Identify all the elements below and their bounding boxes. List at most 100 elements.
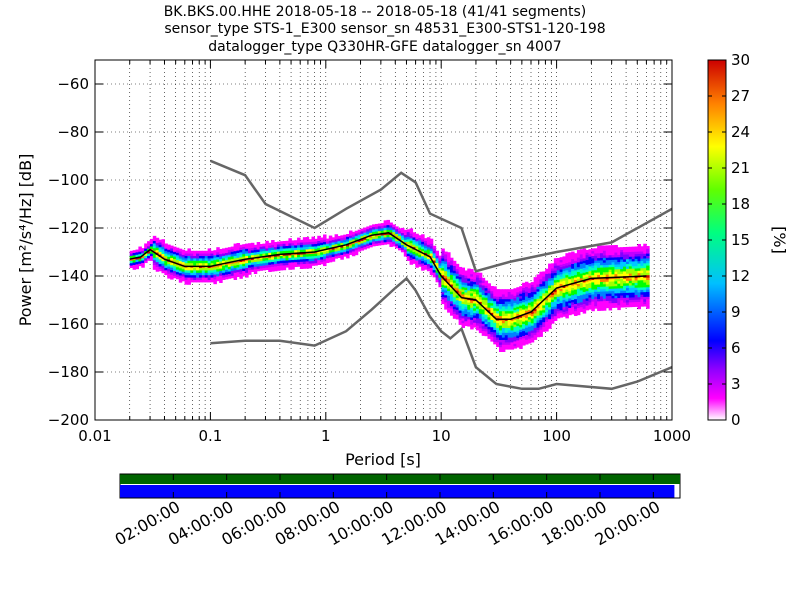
heat-cell — [320, 256, 324, 260]
heat-cell — [484, 316, 489, 320]
heat-cell — [602, 264, 607, 268]
heat-cell — [574, 296, 578, 300]
heat-cell — [623, 295, 627, 298]
heat-cell — [599, 288, 604, 292]
heat-cell — [643, 286, 647, 290]
heat-cell — [201, 253, 206, 256]
heat-cell — [276, 246, 281, 250]
heat-cell — [190, 272, 194, 276]
heat-cell — [455, 285, 460, 289]
heat-cell — [305, 244, 310, 248]
heat-cell — [542, 278, 546, 282]
heat-cell — [579, 289, 584, 293]
heat-cell — [175, 269, 180, 273]
heat-cell — [605, 266, 610, 270]
heat-cell — [452, 263, 457, 266]
heat-cell — [637, 282, 641, 286]
heat-cell — [337, 255, 341, 258]
heat-cell — [565, 305, 569, 309]
heat-cell — [475, 294, 480, 297]
colorbar-tick-label: 12 — [731, 267, 750, 285]
heat-cell — [504, 294, 509, 297]
heat-cell — [519, 326, 523, 330]
heat-cell — [213, 250, 217, 253]
heat-cell — [634, 268, 639, 271]
heat-cell — [562, 273, 566, 276]
heat-cell — [611, 261, 616, 265]
colorbar-tick-label: 18 — [731, 195, 750, 213]
timeline-bar-bottom — [120, 485, 675, 498]
heat-cell — [643, 289, 647, 293]
heat-cell — [608, 293, 613, 297]
heat-cell — [550, 277, 555, 281]
heat-cell — [239, 266, 243, 270]
heat-cell — [510, 322, 515, 326]
heat-cell — [507, 315, 512, 319]
heat-cell — [170, 250, 174, 254]
heat-cell — [455, 290, 460, 294]
heat-cell — [230, 256, 235, 259]
heat-cell — [623, 247, 627, 250]
heat-cell — [550, 282, 555, 286]
heat-cell — [380, 230, 385, 234]
heat-cell — [455, 311, 460, 315]
heat-cell — [591, 272, 595, 276]
heat-cell — [178, 277, 183, 281]
heat-cell — [447, 307, 451, 311]
heat-cell — [490, 317, 494, 321]
heat-cell — [623, 251, 627, 255]
heat-cell — [429, 265, 434, 268]
heat-cell — [507, 346, 512, 350]
heat-cell — [574, 269, 578, 273]
heat-cell — [536, 322, 541, 326]
heat-cell — [539, 271, 543, 275]
heat-cell — [435, 274, 440, 278]
heat-cell — [490, 305, 494, 309]
heat-cell — [625, 280, 630, 284]
heat-cell — [230, 251, 235, 255]
heat-cell — [323, 256, 327, 259]
heat-cell — [271, 264, 275, 267]
heat-cell — [144, 260, 148, 264]
heat-cell — [473, 305, 477, 309]
heat-cell — [398, 240, 402, 244]
heat-cell — [449, 262, 454, 266]
heat-cell — [444, 306, 448, 310]
heat-cell — [467, 304, 471, 308]
heat-cell — [640, 267, 644, 271]
heat-cell — [170, 267, 174, 271]
heat-cell — [524, 300, 529, 304]
heat-cell — [594, 281, 598, 285]
heat-cell — [302, 266, 307, 269]
heat-cell — [574, 253, 578, 256]
heat-cell — [519, 324, 523, 328]
heat-cell — [473, 312, 477, 316]
heat-cell — [470, 326, 474, 330]
heat-cell — [597, 288, 601, 292]
heat-cell — [478, 306, 483, 310]
heat-cell — [625, 299, 630, 303]
heat-cell — [265, 252, 269, 256]
heat-cell — [198, 272, 203, 276]
heat-cell — [568, 252, 572, 256]
heat-cell — [429, 250, 434, 254]
heat-cell — [556, 308, 561, 312]
heat-cell — [415, 252, 419, 256]
heat-cell — [568, 266, 572, 270]
heat-cell — [643, 262, 647, 266]
heat-cell — [597, 281, 601, 285]
heat-cell — [646, 303, 650, 307]
heat-cell — [504, 332, 509, 336]
heat-cell — [631, 256, 636, 260]
heat-cell — [548, 290, 552, 293]
heat-cell — [501, 322, 506, 326]
heat-cell — [628, 292, 633, 296]
heat-cell — [562, 301, 566, 305]
heat-cell — [167, 246, 171, 250]
heat-cell — [599, 298, 604, 302]
heat-cell — [594, 305, 598, 309]
heat-cell — [536, 296, 541, 299]
heat-cell — [602, 274, 607, 278]
heat-cell — [311, 260, 315, 264]
heat-cell — [553, 294, 558, 297]
